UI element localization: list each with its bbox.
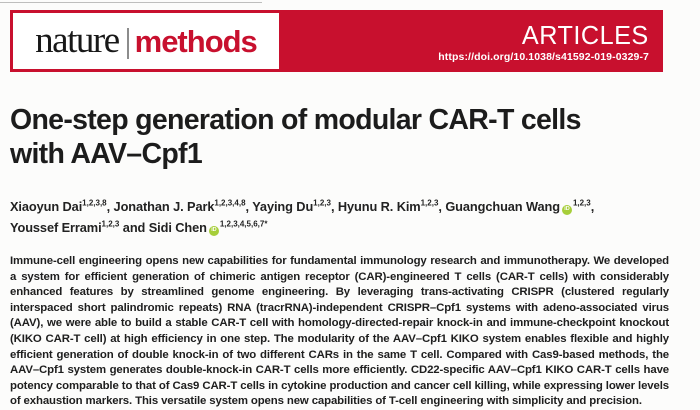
author: Yaying Du1,2,3, (252, 199, 338, 214)
author-affiliations: 1,2,3 (101, 219, 120, 229)
author-affiliations: 1,2,3 (420, 198, 439, 208)
author-affiliations: 1,2,3,8 (82, 198, 107, 208)
scan-artifact-line (0, 2, 262, 3)
author-separator: , (245, 199, 253, 214)
journal-logo-nature: nature (35, 20, 120, 61)
logo-divider (126, 27, 129, 59)
journal-logo-methods: methods (134, 24, 258, 59)
orcid-icon[interactable]: iD (561, 204, 572, 215)
author: Hyunu R. Kim1,2,3, (338, 199, 445, 214)
author-affiliations: 1,2,3 (313, 198, 331, 208)
page-title: One-step generation of modular CAR-T cel… (10, 103, 610, 171)
author: Xiaoyun Dai1,2,3,8, (10, 199, 114, 214)
author-separator: , (330, 199, 338, 214)
author-affiliations: 1,2,3,4,8 (214, 198, 246, 208)
journal-banner: nature methods ARTICLES https://doi.org/… (10, 10, 663, 72)
page-title-line1: One-step generation of modular CAR-T cel… (10, 104, 581, 136)
author-affiliations: 1,2,3 (572, 198, 591, 208)
author-list: Xiaoyun Dai1,2,3,8, Jonathan J. Park1,2,… (10, 196, 670, 238)
author-name: Yaying Du (252, 199, 314, 214)
author-affiliations: 1,2,3,4,5,6,7* (219, 219, 268, 229)
author-separator: and (119, 220, 149, 235)
author: Guangchuan Wang iD1,2,3, (445, 198, 595, 215)
author-name: Youssef Errami (10, 220, 102, 235)
author-name: Guangchuan Wang (445, 199, 560, 214)
author-name: Hyunu R. Kim (337, 199, 421, 214)
author-separator: , (590, 199, 595, 214)
orcid-icon[interactable]: iD (208, 225, 219, 236)
banner-right: ARTICLES https://doi.org/10.1038/s41592-… (438, 10, 649, 72)
doi-link[interactable]: https://doi.org/10.1038/s41592-019-0329-… (438, 51, 649, 63)
article-type-label: ARTICLES (522, 20, 649, 50)
abstract-text: Immune-cell engineering opens new capabi… (10, 255, 669, 408)
author-separator: , (438, 199, 446, 214)
journal-logo: nature methods (13, 13, 279, 69)
author-separator: , (106, 199, 114, 214)
author: Sidi Chen iD1,2,3,4,5,6,7* (148, 219, 268, 236)
author-name: Jonathan J. Park (113, 199, 215, 214)
author: Jonathan J. Park1,2,3,4,8, (114, 199, 253, 214)
author-name: Sidi Chen (148, 220, 207, 235)
page-title-line2: with AAV–Cpf1 (10, 138, 203, 170)
author-name: Xiaoyun Dai (10, 199, 83, 214)
author: Youssef Errami1,2,3 and (10, 220, 149, 235)
